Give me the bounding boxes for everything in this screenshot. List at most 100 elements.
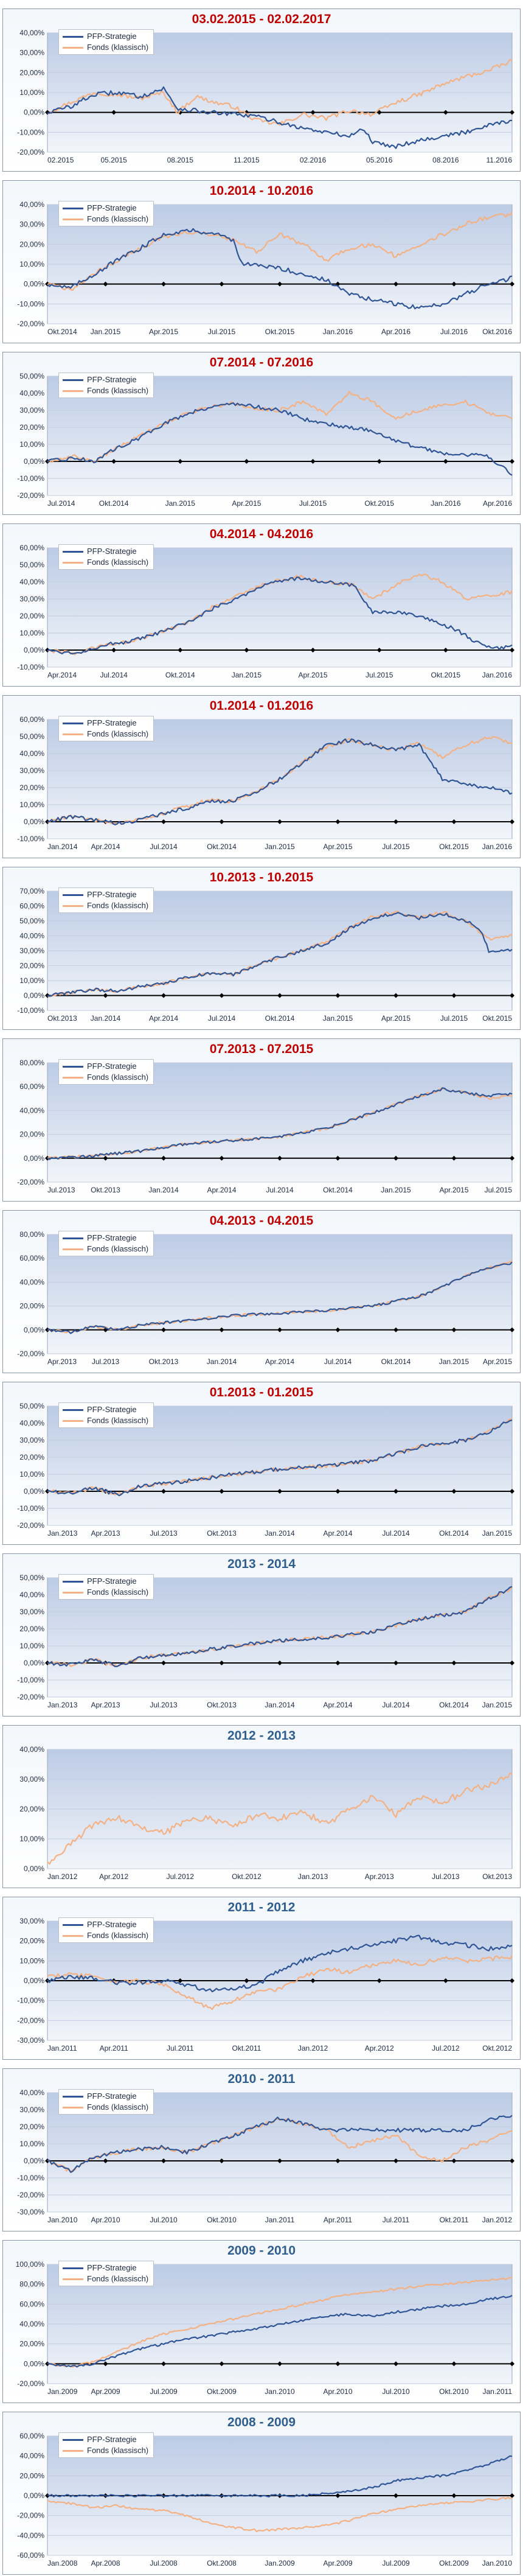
axis-marker <box>335 819 341 824</box>
x-tick-label: Jan.2012 <box>482 2216 513 2224</box>
legend-item: PFP-Strategie <box>63 1061 148 1072</box>
y-tick-label: 0,00% <box>24 1864 44 1873</box>
y-tick-label: 30,00% <box>19 406 44 415</box>
legend-swatch <box>63 722 83 724</box>
axis-marker <box>451 1327 457 1332</box>
axis-marker <box>219 1489 224 1494</box>
y-tick-label: 40,00% <box>19 1278 44 1286</box>
axis-marker <box>376 459 382 464</box>
legend-swatch <box>63 733 83 735</box>
axis-marker <box>393 1489 398 1494</box>
legend-item: Fonds (klassisch) <box>63 2273 148 2284</box>
x-tick-label: Okt.2012 <box>482 2044 512 2053</box>
y-tick-label: 50,00% <box>19 732 44 741</box>
y-tick-label: 100,00% <box>16 2260 45 2269</box>
x-tick-label: Jul.2015 <box>485 1186 513 1194</box>
x-tick-label: Jan.2014 <box>47 842 78 851</box>
chart-panel: 04.2013 - 04.2015 -20,00% 0,00% 20,00% 40,00… <box>0 1209 523 1374</box>
series-line-pfp <box>47 912 513 997</box>
y-tick-label: 20,00% <box>19 2340 44 2348</box>
axis-marker <box>219 819 224 824</box>
chart-title: 07.2013 - 07.2015 <box>209 1042 314 1056</box>
chart-title: 2011 - 2012 <box>227 1900 296 1914</box>
x-tick-label: Jul.2011 <box>167 2044 194 2053</box>
y-tick-label: -30,00% <box>17 2208 44 2216</box>
axis-marker <box>335 2158 341 2163</box>
y-tick-label: 40,00% <box>19 749 44 758</box>
y-tick-label: 60,00% <box>19 544 44 552</box>
legend-label: PFP-Strategie <box>87 1405 137 1414</box>
x-tick-label: Apr.2009 <box>323 2559 352 2567</box>
legend-label: PFP-Strategie <box>87 32 137 41</box>
legend-swatch <box>63 550 83 553</box>
x-tick-label: Apr.2010 <box>91 2216 120 2224</box>
legend-swatch <box>63 1580 83 1583</box>
axis-marker <box>510 1978 514 1983</box>
axis-marker <box>161 1327 166 1332</box>
axis-marker <box>393 2361 398 2367</box>
legend-item: Fonds (klassisch) <box>63 729 148 740</box>
y-tick-label: -20,00% <box>17 148 44 156</box>
y-tick-label: 30,00% <box>19 766 44 775</box>
chart-panel: 10.2013 - 10.2015 -10,00% 0,00% 10,00% 20,00… <box>0 866 523 1031</box>
axis-marker <box>244 1978 249 1983</box>
y-tick-label: 20,00% <box>19 962 44 970</box>
legend-label: PFP-Strategie <box>87 890 137 899</box>
legend: PFP-Strategie Fonds (klassisch) <box>58 201 154 226</box>
x-tick-label: Jan.2010 <box>482 2559 513 2567</box>
chart-title: 04.2014 - 04.2016 <box>209 527 314 541</box>
legend-label: PFP-Strategie <box>87 1062 137 1071</box>
chart-title: 2008 - 2009 <box>227 2415 296 2429</box>
axis-marker <box>451 1489 457 1494</box>
axis-marker <box>510 1489 514 1494</box>
x-tick-label: Jul.2012 <box>432 2044 460 2053</box>
y-tick-label: 30,00% <box>19 1775 44 1783</box>
chart-title: 10.2014 - 10.2016 <box>209 184 314 198</box>
y-tick-label: -20,00% <box>17 2191 44 2199</box>
legend-item: Fonds (klassisch) <box>63 1415 148 1426</box>
chart-panel: 2011 - 2012 -30,00% -20,00% -10,00% 0,00% 10,… <box>0 1895 523 2061</box>
x-tick-label: Apr.2015 <box>149 327 178 336</box>
x-tick-label: Okt.2015 <box>364 499 394 508</box>
legend-swatch <box>63 1419 83 1422</box>
axis-marker <box>161 2361 166 2367</box>
y-tick-label: 0,00% <box>24 992 44 1000</box>
axis-marker <box>443 1978 448 1983</box>
x-tick-label: 08.2016 <box>432 156 459 164</box>
axis-marker <box>103 993 108 998</box>
y-tick-label: 0,00% <box>24 2157 44 2165</box>
axis-marker <box>510 2158 514 2163</box>
x-tick-label: Jan.2015 <box>439 1357 469 1366</box>
axis-marker <box>219 281 224 287</box>
axis-marker <box>393 1155 398 1161</box>
legend-item: PFP-Strategie <box>63 2434 148 2445</box>
x-tick-label: Okt.2013 <box>207 1529 237 1538</box>
chart-panel: 07.2013 - 07.2015 -20,00% 0,00% 20,00% 40,00… <box>0 1037 523 1203</box>
x-tick-label: Jul.2012 <box>167 1872 195 1881</box>
x-tick-label: Apr.2013 <box>91 1701 120 1709</box>
x-tick-label: Apr.2015 <box>232 499 261 508</box>
x-tick-label: Apr.2009 <box>91 2387 120 2396</box>
y-tick-label: 60,00% <box>19 715 44 724</box>
y-tick-label: 20,00% <box>19 68 44 77</box>
axis-marker <box>510 1327 514 1332</box>
x-tick-label: Okt.2014 <box>323 1186 353 1194</box>
x-tick-label: Jul.2013 <box>92 1357 120 1366</box>
x-tick-label: 11.2016 <box>487 156 513 164</box>
y-tick-label: -10,00% <box>17 1504 44 1513</box>
legend-item: PFP-Strategie <box>63 546 148 557</box>
y-tick-label: 80,00% <box>19 1230 44 1239</box>
series-line-fonds <box>47 1772 513 1865</box>
x-tick-label: Jan.2016 <box>323 327 353 336</box>
legend-item: PFP-Strategie <box>63 1919 148 1930</box>
x-tick-label: Jul.2013 <box>150 1529 178 1538</box>
y-tick-label: 40,00% <box>19 1745 44 1754</box>
legend-label: Fonds (klassisch) <box>87 2274 149 2283</box>
y-tick-label: 0,00% <box>24 646 44 654</box>
x-tick-label: Okt.2015 <box>482 1014 512 1023</box>
chart-panel: 2012 - 2013 0,00% 10,00% 20,00% 30,00% 40,00%… <box>0 1724 523 1889</box>
legend: PFP-Strategie Fonds (klassisch) <box>58 1574 154 1600</box>
x-tick-label: Jul.2010 <box>150 2216 178 2224</box>
x-tick-label: Jan.2012 <box>298 2044 328 2053</box>
axis-marker <box>510 993 514 998</box>
